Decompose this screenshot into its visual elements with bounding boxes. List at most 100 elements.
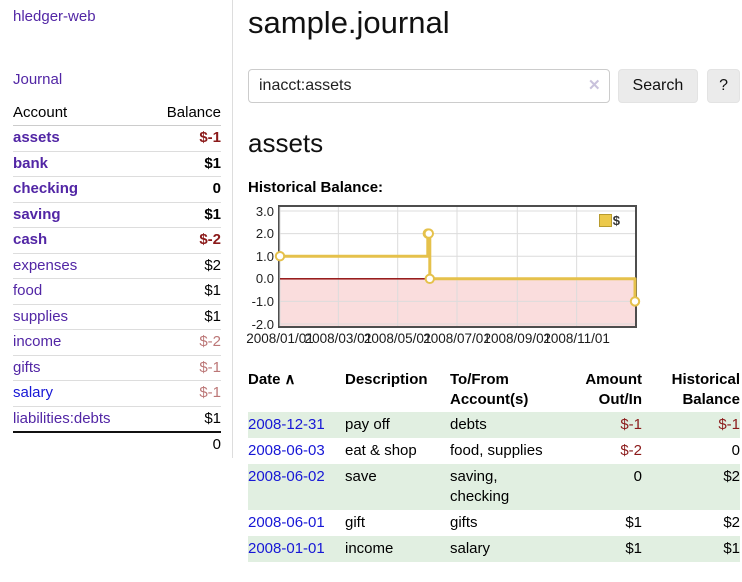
account-link[interactable]: salary xyxy=(13,384,54,401)
accounts-total-spacer xyxy=(13,431,147,458)
chart-x-axis: 2008/01/01 2008/03/01 2008/05/01 2008/07/01… xyxy=(246,331,637,348)
search-button[interactable]: Search xyxy=(617,69,699,103)
account-link[interactable]: gifts xyxy=(13,358,41,376)
transaction-accounts: debts xyxy=(450,416,487,433)
account-row: bank $1 xyxy=(13,151,221,177)
chart-y-tick-label: -1.0 xyxy=(251,293,274,309)
transaction-amount: $-2 xyxy=(620,442,642,459)
chart-x-tick-label: 2008/11/01 xyxy=(543,331,610,346)
account-balance: 0 xyxy=(146,176,221,203)
accounts-total-row: 0 xyxy=(13,431,221,458)
register-header-row: Date ∧ Description To/From Account(s) Amount… xyxy=(248,368,740,412)
transaction-description: pay off xyxy=(345,416,390,433)
chart-plot-area: $ xyxy=(274,205,641,328)
register-table: Date ∧ Description To/From Account(s) Amount… xyxy=(248,368,740,562)
account-balance: $1 xyxy=(146,278,221,305)
register-row: 2008-12-31 pay off debts $-1 $-1 xyxy=(248,412,740,438)
account-balance: $-1 xyxy=(146,380,221,407)
accounts-header-balance: Balance xyxy=(146,101,221,126)
transaction-amount: $-1 xyxy=(620,416,642,433)
register-column-header: To/From Account(s) xyxy=(450,371,529,408)
nav-journal: Journal xyxy=(13,71,221,88)
transaction-date-link[interactable]: 2008-06-03 xyxy=(248,442,325,459)
nav-journal-link[interactable]: Journal xyxy=(13,71,63,88)
transaction-description: gift xyxy=(345,514,366,531)
transaction-accounts: salary xyxy=(450,540,491,557)
account-link[interactable]: food xyxy=(13,282,43,299)
chart-canvas xyxy=(274,207,641,326)
account-link[interactable]: saving xyxy=(13,205,61,223)
account-link[interactable]: liabilities:debts xyxy=(13,409,111,427)
transaction-accounts: saving, checking xyxy=(450,468,510,505)
chart-x-tick-label: 2008/01/01 xyxy=(246,331,314,346)
main-content: sample.journal ✕ Search ? assets Histori… xyxy=(233,0,742,562)
account-row: food $1 xyxy=(13,278,221,305)
register-column-header: Description xyxy=(345,371,428,388)
account-row: assets $-1 xyxy=(13,125,221,152)
register-column-header: Amount Out/In xyxy=(585,371,642,408)
accounts-table: Account Balance assets $-1 bank $1 checking 0… xyxy=(13,101,221,458)
clear-search-icon[interactable]: ✕ xyxy=(587,77,601,94)
register-row: 2008-06-03 eat & shop food, supplies $-2 0 xyxy=(248,438,740,464)
transaction-amount: 0 xyxy=(633,468,642,485)
account-row: checking 0 xyxy=(13,176,221,203)
transaction-date-link[interactable]: 2008-12-31 xyxy=(248,416,325,433)
sidebar: hledger-web Journal Account Balance asse… xyxy=(0,0,233,458)
register-column-header[interactable]: Date ∧ xyxy=(248,371,296,388)
transaction-description: eat & shop xyxy=(345,442,417,459)
transaction-date-link[interactable]: 2008-06-02 xyxy=(248,468,325,485)
account-balance: $1 xyxy=(146,202,221,228)
transaction-amount: $1 xyxy=(625,514,642,531)
account-link[interactable]: cash xyxy=(13,231,48,248)
accounts-total-value: 0 xyxy=(146,431,221,458)
register-row: 2008-06-01 gift gifts $1 $2 xyxy=(248,510,740,536)
legend-swatch-icon xyxy=(598,214,612,227)
account-link[interactable]: assets xyxy=(13,129,60,146)
transaction-balance: 0 xyxy=(731,442,740,459)
account-link[interactable]: bank xyxy=(13,154,49,172)
account-balance: $-2 xyxy=(146,227,221,254)
account-link[interactable]: checking xyxy=(13,180,79,197)
transaction-date-link[interactable]: 2008-06-01 xyxy=(248,514,325,531)
chart-y-tick-label: 1.0 xyxy=(255,248,274,264)
search-box: ✕ xyxy=(248,69,610,103)
transaction-balance: $2 xyxy=(723,514,740,531)
help-button[interactable]: ? xyxy=(707,69,740,103)
chart-x-tick-label: 2008/03/01 xyxy=(304,331,373,346)
register-row: 2008-06-02 save saving, checking 0 $2 xyxy=(248,464,740,510)
brand: hledger-web xyxy=(13,8,221,25)
account-balance: $-2 xyxy=(146,329,221,356)
chart-y-tick-label: 3.0 xyxy=(255,203,274,219)
register-column-header: Historical Balance xyxy=(671,371,740,408)
accounts-header-account: Account xyxy=(13,101,147,126)
transaction-balance: $1 xyxy=(723,540,740,557)
account-link[interactable]: supplies xyxy=(13,307,69,325)
transaction-date-link[interactable]: 2008-01-01 xyxy=(248,540,325,557)
account-row: salary $-1 xyxy=(13,380,221,407)
account-heading: assets xyxy=(248,128,324,158)
account-row: cash $-2 xyxy=(13,227,221,254)
transaction-accounts: food, supplies xyxy=(450,442,543,459)
account-balance: $1 xyxy=(146,304,221,330)
search-input[interactable] xyxy=(248,69,610,103)
account-row: liabilities:debts $1 xyxy=(13,406,221,433)
transaction-balance: $-1 xyxy=(718,416,740,433)
chart-y-tick-label: 0.0 xyxy=(255,271,274,287)
account-row: saving $1 xyxy=(13,202,221,228)
register-row: 2008-01-01 income salary $1 $1 xyxy=(248,536,740,562)
chart-x-tick-label: 2008/05/01 xyxy=(363,331,432,346)
account-row: income $-2 xyxy=(13,329,221,356)
transaction-description: income xyxy=(345,540,394,557)
balance-chart: 3.0 2.0 1.0 0.0 -1.0 -2.0 $ 2008/01/01 2008/03… xyxy=(246,205,641,348)
account-link[interactable]: income xyxy=(13,333,62,350)
transaction-accounts: gifts xyxy=(450,514,478,531)
brand-link[interactable]: hledger-web xyxy=(13,8,96,25)
account-row: gifts $-1 xyxy=(13,355,221,381)
account-link[interactable]: expenses xyxy=(13,256,78,274)
chart-title: Historical Balance: xyxy=(248,179,384,196)
transaction-description: save xyxy=(345,468,377,485)
page-title: sample.journal xyxy=(248,5,450,40)
account-row: supplies $1 xyxy=(13,304,221,330)
account-balance: $1 xyxy=(146,151,221,177)
chart-x-tick-label: 2008/07/01 xyxy=(423,331,491,346)
